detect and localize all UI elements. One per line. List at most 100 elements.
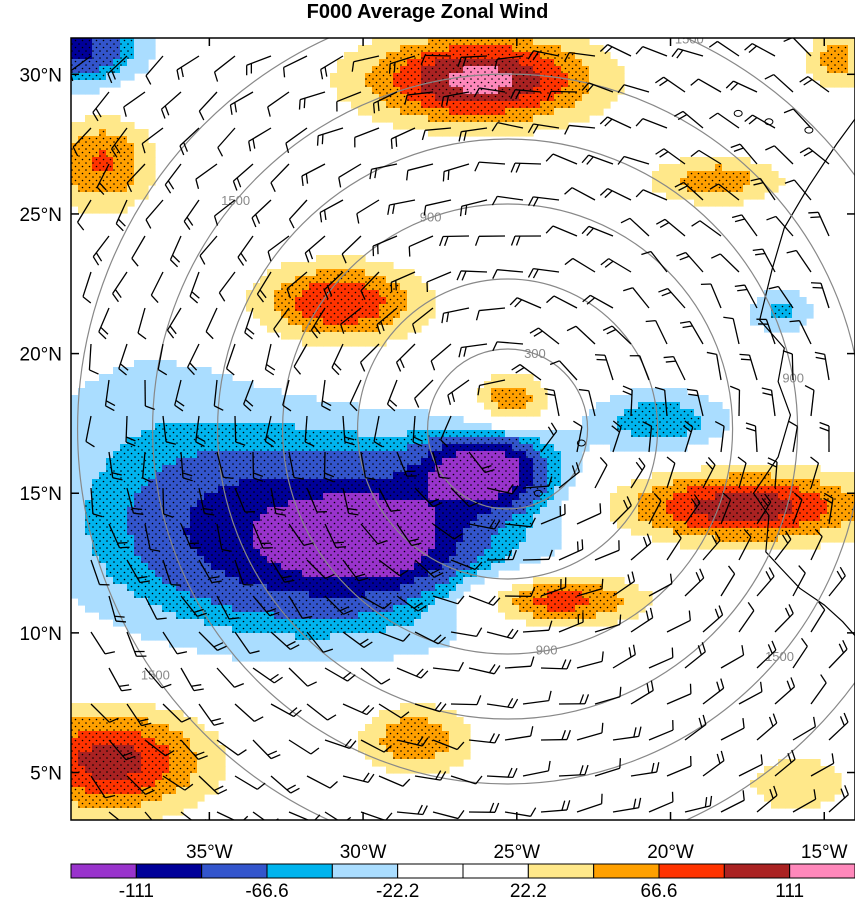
field-cell	[484, 381, 492, 389]
field-cell	[750, 164, 758, 172]
field-cell	[92, 584, 100, 592]
field-cell	[414, 710, 422, 718]
stipple-cell	[519, 73, 526, 80]
field-cell	[162, 801, 170, 809]
field-cell	[694, 409, 702, 417]
field-cell	[428, 710, 436, 718]
field-cell	[547, 542, 555, 550]
field-cell	[113, 808, 121, 816]
field-cell	[281, 402, 289, 410]
field-cell	[617, 395, 625, 403]
field-cell	[631, 605, 639, 613]
field-cell	[617, 493, 625, 501]
field-cell	[309, 395, 317, 403]
field-cell	[155, 395, 163, 403]
field-cell	[505, 605, 513, 613]
field-cell	[610, 437, 618, 445]
field-cell	[561, 38, 569, 46]
field-cell	[183, 409, 191, 417]
stipple-cell	[505, 66, 512, 73]
field-cell	[71, 129, 79, 137]
field-cell	[92, 80, 100, 88]
field-cell	[596, 87, 604, 95]
field-cell	[498, 605, 506, 613]
field-cell	[92, 444, 100, 452]
field-cell	[617, 507, 625, 515]
field-cell	[813, 52, 821, 60]
stipple-cell	[428, 45, 435, 52]
field-cell	[813, 773, 821, 781]
field-cell	[127, 129, 135, 137]
field-cell	[617, 437, 625, 445]
field-cell	[526, 381, 534, 389]
field-cell	[799, 304, 807, 312]
field-cell	[659, 479, 667, 487]
field-cell	[442, 626, 450, 634]
field-cell	[400, 430, 408, 438]
field-cell	[148, 367, 156, 375]
field-cell	[120, 703, 128, 711]
field-cell	[575, 115, 583, 123]
stipple-cell	[92, 66, 99, 73]
field-cell	[232, 395, 240, 403]
field-cell	[78, 479, 86, 487]
stipple-cell	[568, 73, 575, 80]
field-cell	[512, 591, 520, 599]
field-cell	[589, 87, 597, 95]
field-cell	[421, 612, 429, 620]
field-cell	[372, 59, 380, 67]
stipple-cell	[71, 59, 78, 66]
field-cell	[799, 311, 807, 319]
stipple-cell	[484, 38, 491, 45]
field-cell	[582, 38, 590, 46]
stipple-cell	[400, 52, 407, 59]
field-cell	[106, 206, 114, 214]
field-cell	[715, 402, 723, 410]
field-cell	[498, 591, 506, 599]
field-cell	[204, 367, 212, 375]
field-cell	[785, 794, 793, 802]
field-cell	[197, 416, 205, 424]
field-cell	[358, 66, 366, 74]
field-cell	[603, 577, 611, 585]
field-cell	[547, 115, 555, 123]
field-cell	[274, 647, 282, 655]
field-cell	[708, 164, 716, 172]
field-cell	[694, 430, 702, 438]
field-cell	[225, 402, 233, 410]
field-cell	[197, 759, 205, 767]
field-cell	[134, 129, 142, 137]
field-cell	[631, 388, 639, 396]
field-cell	[197, 402, 205, 410]
field-cell	[680, 171, 688, 179]
field-cell	[771, 542, 779, 550]
field-cell	[239, 654, 247, 662]
field-cell	[610, 612, 618, 620]
field-cell	[246, 647, 254, 655]
stipple-cell	[400, 59, 407, 66]
field-cell	[176, 388, 184, 396]
field-cell	[834, 479, 842, 487]
field-cell	[631, 507, 639, 515]
field-cell	[449, 626, 457, 634]
field-cell	[400, 115, 408, 123]
field-cell	[85, 549, 93, 557]
field-cell	[379, 409, 387, 417]
field-cell	[141, 416, 149, 424]
stipple-cell	[428, 59, 435, 66]
field-cell	[197, 794, 205, 802]
field-cell	[365, 423, 373, 431]
field-cell	[141, 45, 149, 53]
field-cell	[400, 633, 408, 641]
field-cell	[71, 402, 79, 410]
field-cell	[78, 703, 86, 711]
field-cell	[71, 87, 79, 95]
field-cell	[498, 374, 506, 382]
field-cell	[323, 654, 331, 662]
field-cell	[113, 192, 121, 200]
field-cell	[316, 640, 324, 648]
field-cell	[134, 150, 142, 158]
stipple-cell	[435, 73, 442, 80]
field-cell	[610, 416, 618, 424]
field-cell	[589, 59, 597, 67]
